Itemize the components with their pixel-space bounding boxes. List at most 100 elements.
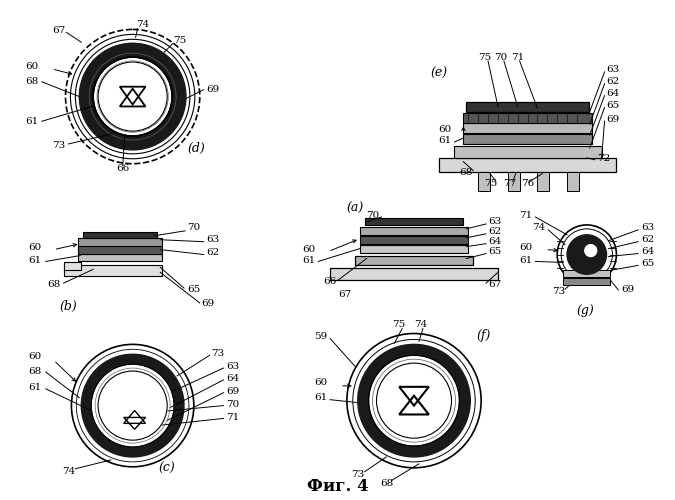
- FancyBboxPatch shape: [360, 236, 468, 244]
- Text: 75: 75: [173, 36, 187, 45]
- Text: 60: 60: [26, 62, 39, 72]
- Text: 72: 72: [407, 418, 421, 428]
- Text: (e): (e): [430, 68, 448, 80]
- Text: 61: 61: [28, 384, 42, 392]
- Text: (f): (f): [476, 329, 490, 342]
- Text: 73: 73: [212, 349, 225, 358]
- FancyBboxPatch shape: [355, 256, 473, 266]
- Text: 76: 76: [521, 179, 534, 188]
- FancyBboxPatch shape: [454, 146, 601, 158]
- Text: 65: 65: [607, 101, 620, 110]
- Text: 77: 77: [503, 179, 516, 188]
- Text: (c): (c): [159, 462, 176, 475]
- Text: 61: 61: [302, 256, 315, 265]
- Text: Фиг. 4: Фиг. 4: [307, 478, 369, 495]
- Text: 60: 60: [302, 245, 315, 254]
- Text: 63: 63: [488, 218, 502, 226]
- Text: 70: 70: [415, 392, 429, 402]
- Circle shape: [98, 62, 167, 131]
- FancyBboxPatch shape: [83, 232, 157, 238]
- Text: 61: 61: [314, 393, 327, 402]
- FancyBboxPatch shape: [478, 172, 490, 192]
- Text: 61: 61: [28, 256, 42, 265]
- Text: 69: 69: [226, 388, 240, 396]
- Text: 64: 64: [641, 247, 654, 256]
- Text: 73: 73: [52, 142, 65, 150]
- FancyBboxPatch shape: [63, 262, 81, 270]
- Circle shape: [567, 235, 607, 275]
- Text: NUK: NUK: [115, 396, 140, 405]
- Text: 69: 69: [622, 284, 634, 294]
- FancyBboxPatch shape: [63, 266, 162, 276]
- Text: 69: 69: [202, 300, 215, 308]
- Text: 62: 62: [488, 228, 502, 236]
- FancyBboxPatch shape: [360, 244, 468, 252]
- FancyBboxPatch shape: [439, 158, 616, 172]
- Text: 74: 74: [414, 320, 427, 329]
- Text: 63: 63: [207, 235, 220, 244]
- Text: 72: 72: [597, 154, 610, 164]
- Text: 68: 68: [460, 168, 473, 177]
- Text: 74: 74: [532, 224, 545, 232]
- Text: 70: 70: [226, 400, 240, 409]
- Text: 65: 65: [641, 259, 654, 268]
- Text: 68: 68: [26, 78, 39, 86]
- Text: 64: 64: [488, 237, 502, 246]
- Text: 63: 63: [607, 66, 620, 74]
- Text: 59: 59: [314, 332, 327, 341]
- Circle shape: [98, 371, 167, 440]
- Text: (b): (b): [59, 300, 78, 314]
- Text: 63: 63: [641, 224, 654, 232]
- FancyBboxPatch shape: [537, 172, 549, 192]
- Text: 61: 61: [519, 256, 533, 265]
- Text: 63: 63: [226, 362, 240, 370]
- Text: 65: 65: [187, 284, 200, 294]
- Text: 68: 68: [28, 366, 42, 376]
- Text: (g): (g): [576, 304, 594, 318]
- Text: 62: 62: [641, 235, 654, 244]
- FancyBboxPatch shape: [364, 218, 463, 225]
- Text: 71: 71: [511, 52, 524, 62]
- Text: 71: 71: [519, 210, 533, 220]
- Text: 60: 60: [28, 243, 42, 252]
- Text: 73: 73: [553, 286, 566, 296]
- FancyBboxPatch shape: [330, 268, 498, 280]
- Text: 69: 69: [607, 115, 620, 124]
- FancyBboxPatch shape: [78, 238, 162, 246]
- Text: 66: 66: [116, 164, 130, 173]
- Text: 75: 75: [485, 179, 497, 188]
- FancyBboxPatch shape: [466, 102, 589, 113]
- FancyBboxPatch shape: [463, 123, 592, 133]
- FancyBboxPatch shape: [463, 134, 592, 144]
- Text: 67: 67: [338, 290, 352, 298]
- Text: 74: 74: [136, 20, 149, 29]
- Text: 60: 60: [314, 378, 327, 388]
- Text: 73: 73: [351, 470, 364, 479]
- FancyBboxPatch shape: [563, 278, 610, 285]
- FancyBboxPatch shape: [78, 254, 162, 262]
- Text: 70: 70: [187, 224, 200, 232]
- Text: 69: 69: [207, 85, 220, 94]
- Text: 60: 60: [438, 124, 452, 134]
- FancyBboxPatch shape: [463, 114, 592, 123]
- Text: 68: 68: [381, 479, 394, 488]
- FancyBboxPatch shape: [78, 246, 162, 254]
- FancyBboxPatch shape: [360, 227, 468, 235]
- Text: (a): (a): [346, 202, 363, 214]
- Text: 67: 67: [52, 26, 65, 35]
- Text: 75: 75: [393, 320, 406, 329]
- Text: (d): (d): [188, 142, 206, 156]
- Text: 61: 61: [438, 136, 452, 145]
- Text: 61: 61: [26, 117, 39, 126]
- Text: 70: 70: [367, 210, 379, 220]
- Text: 66: 66: [323, 276, 337, 285]
- Text: 64: 64: [607, 89, 620, 98]
- FancyBboxPatch shape: [567, 172, 579, 192]
- Circle shape: [377, 363, 452, 438]
- Text: 65: 65: [488, 247, 502, 256]
- Text: 72: 72: [111, 92, 126, 105]
- Text: 62: 62: [207, 248, 220, 257]
- Text: 68: 68: [47, 280, 60, 288]
- Text: 60: 60: [28, 352, 42, 360]
- Text: 75: 75: [479, 52, 491, 62]
